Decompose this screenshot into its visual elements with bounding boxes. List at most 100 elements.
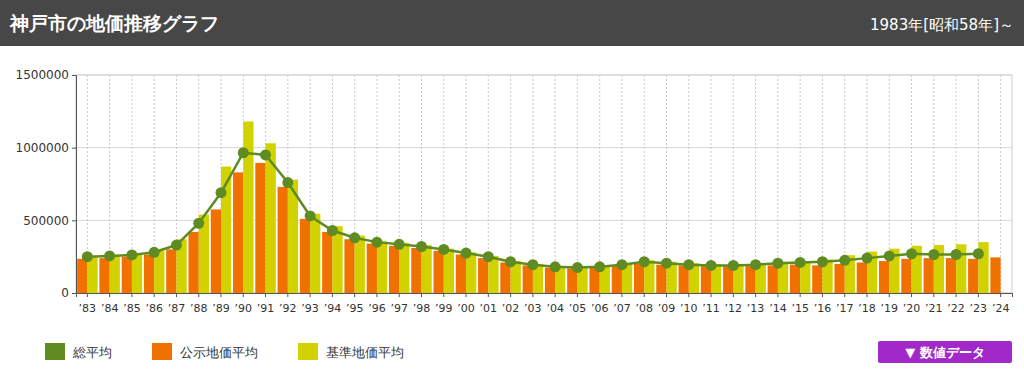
x-tick-label: ’10: [680, 302, 698, 315]
point: [973, 248, 984, 259]
point: [795, 257, 806, 268]
y-axis: 050000010000001500000: [16, 68, 77, 300]
point: [305, 210, 316, 221]
bar: [122, 257, 132, 293]
point: [683, 259, 694, 270]
bar: [834, 264, 844, 293]
x-tick-label: ’00: [457, 302, 475, 315]
button-bg[interactable]: [878, 341, 1012, 363]
legend-swatch: [45, 343, 65, 360]
x-tick-label: ’23: [970, 302, 988, 315]
x-tick-label: ’02: [502, 302, 520, 315]
point: [616, 259, 627, 270]
x-tick-mark: [287, 293, 288, 297]
x-axis: ’83’84’85’86’87’88’89’90’91’92’93’94’95’…: [77, 293, 1013, 315]
x-tick-mark: [822, 293, 823, 297]
bar: [367, 244, 377, 293]
x-tick-mark: [443, 293, 444, 297]
bar: [946, 258, 956, 293]
x-tick: ’22: [947, 293, 965, 315]
bar: [656, 265, 666, 293]
x-tick-mark: [1000, 293, 1001, 297]
point: [639, 256, 650, 267]
x-tick: ’02: [502, 293, 520, 315]
x-tick: ’88: [190, 293, 208, 315]
point: [817, 256, 828, 267]
x-tick: ’19: [881, 293, 899, 315]
bar: [166, 249, 176, 293]
x-tick-mark: [399, 293, 400, 297]
x-tick: ’93: [301, 293, 319, 315]
x-tick: ’14: [769, 293, 787, 315]
x-tick-label: ’92: [279, 302, 297, 315]
y-tick-label: 0: [61, 286, 69, 300]
x-tick: ’05: [569, 293, 587, 315]
bar: [233, 172, 243, 293]
data-button[interactable]: ▼ 数値データ: [878, 341, 1012, 363]
x-tick: ’04: [546, 293, 564, 315]
x-tick: ’08: [635, 293, 653, 315]
grid: [76, 75, 1012, 293]
x-tick-label: ’05: [569, 302, 587, 315]
x-tick-label: ’85: [123, 302, 141, 315]
x-tick-label: ’07: [613, 302, 631, 315]
bar: [612, 266, 622, 293]
point: [906, 248, 917, 259]
point: [238, 147, 249, 158]
point: [438, 244, 449, 255]
point: [706, 260, 717, 271]
x-tick: ’09: [658, 293, 676, 315]
x-tick-label: ’24: [992, 302, 1010, 315]
x-tick: ’84: [101, 293, 119, 315]
x-tick-mark: [666, 293, 667, 297]
y-tick: 1000000: [16, 141, 76, 155]
x-tick-mark: [376, 293, 377, 297]
point: [193, 218, 204, 229]
x-tick-label: ’99: [435, 302, 453, 315]
x-tick-mark: [332, 293, 333, 297]
point: [728, 260, 739, 271]
x-tick: ’21: [925, 293, 943, 315]
bar: [332, 226, 342, 293]
chart: 神戸市の地価推移グラフ1983年[昭和58年]～0500000100000015…: [0, 0, 1024, 381]
x-tick-mark: [87, 293, 88, 297]
bar: [857, 262, 867, 293]
x-tick-label: ’90: [235, 302, 253, 315]
bar: [466, 252, 476, 293]
bar: [500, 262, 510, 293]
x-tick-label: ’87: [168, 302, 186, 315]
bar: [968, 259, 978, 293]
x-tick-mark: [866, 293, 867, 297]
x-tick-mark: [510, 293, 511, 297]
x-tick-label: ’11: [702, 302, 720, 315]
x-tick: ’83: [79, 293, 97, 315]
x-tick-label: ’04: [546, 302, 564, 315]
x-tick-label: ’97: [390, 302, 408, 315]
x-tick-mark: [176, 293, 177, 297]
x-tick: ’15: [791, 293, 809, 315]
y-tick: 0: [61, 286, 76, 300]
bar-series: [77, 163, 1001, 293]
button-label[interactable]: ▼ 数値データ: [905, 345, 985, 360]
x-tick-mark: [532, 293, 533, 297]
y-tick-mark: [72, 293, 76, 294]
bar: [990, 257, 1000, 293]
bar: [255, 163, 265, 293]
x-tick-mark: [711, 293, 712, 297]
x-tick-mark: [621, 293, 622, 297]
bar: [344, 239, 354, 293]
x-tick-label: ’12: [725, 302, 743, 315]
point: [327, 225, 338, 236]
x-tick-label: ’08: [635, 302, 653, 315]
point: [951, 249, 962, 260]
y-tick-label: 500000: [23, 214, 69, 228]
x-tick: ’99: [435, 293, 453, 315]
point: [171, 240, 182, 251]
x-tick: ’17: [836, 293, 854, 315]
x-tick: ’03: [524, 293, 542, 315]
x-tick-label: ’17: [836, 302, 854, 315]
x-tick: ’13: [747, 293, 765, 315]
x-tick-mark: [243, 293, 244, 297]
bar: [456, 254, 466, 293]
x-tick-mark: [488, 293, 489, 297]
